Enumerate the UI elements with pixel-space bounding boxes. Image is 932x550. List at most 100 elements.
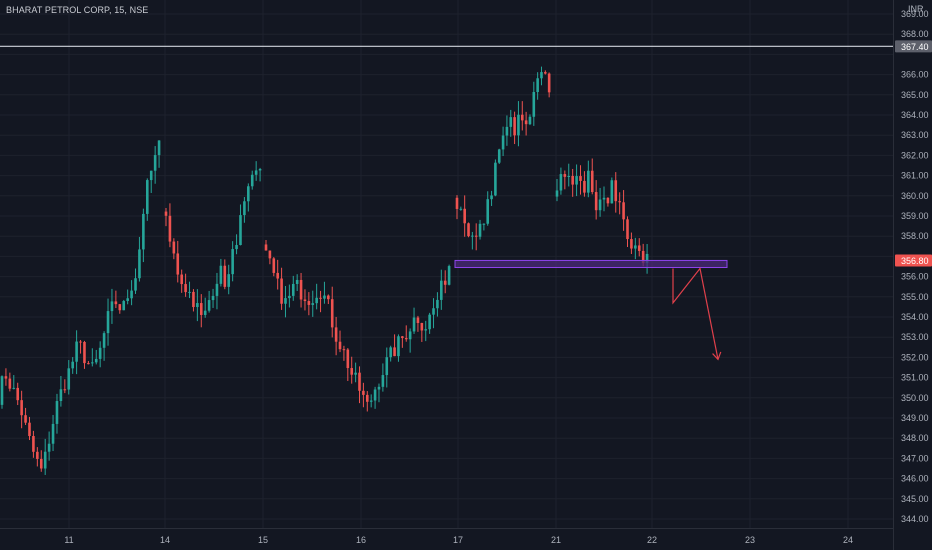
- candle-body: [16, 387, 20, 401]
- candle-body: [79, 341, 82, 343]
- price-axis-label: 347.00: [901, 453, 929, 463]
- candle-body: [555, 190, 559, 197]
- time-axis-label: 22: [647, 535, 657, 545]
- candle-body: [369, 400, 373, 402]
- candle-body: [381, 375, 385, 387]
- candle-body: [637, 245, 641, 251]
- candle-body: [513, 117, 516, 136]
- candle-body: [494, 162, 497, 196]
- price-axis-label: 360.00: [901, 191, 929, 201]
- price-axis-label: 359.00: [901, 211, 929, 221]
- time-axis: 11 14 15 16 17 21 22 23 24: [64, 535, 853, 545]
- candle-body: [440, 280, 443, 300]
- candle-body: [83, 342, 86, 364]
- price-axis-label: 354.00: [901, 312, 929, 322]
- candle-body: [420, 322, 424, 331]
- candle-body: [389, 347, 392, 358]
- candle-body: [303, 299, 307, 302]
- price-axis-label: 348.00: [901, 433, 929, 443]
- candle-body: [482, 223, 486, 225]
- candle-body: [32, 436, 35, 452]
- candle-body: [199, 303, 203, 315]
- candle-body: [594, 192, 598, 211]
- candle-body: [288, 295, 291, 299]
- candle-body: [455, 197, 459, 209]
- candle-body: [602, 197, 606, 200]
- candle-body: [203, 310, 207, 315]
- candle-body: [276, 272, 279, 279]
- candle-body: [145, 180, 149, 214]
- candle-body: [610, 180, 614, 204]
- price-axis-label: 352.00: [901, 352, 929, 362]
- candle-body: [272, 258, 276, 273]
- candle-body: [377, 386, 381, 390]
- reference-price-label: 367.40: [901, 42, 929, 52]
- candle-body: [606, 197, 610, 204]
- candle-body: [98, 347, 102, 359]
- time-axis-label: 23: [745, 535, 755, 545]
- candle-body: [227, 274, 231, 287]
- candle-body: [43, 451, 47, 469]
- price-axis-label: 356.00: [901, 272, 929, 282]
- candle-body: [536, 78, 539, 93]
- candle-body: [559, 174, 563, 191]
- price-axis-label: 350.00: [901, 393, 929, 403]
- reference-price-badge: [895, 40, 932, 53]
- candle-body: [467, 223, 470, 237]
- candle-body: [130, 290, 133, 299]
- candle-body: [520, 114, 524, 121]
- candle-body: [114, 301, 118, 305]
- candle-body: [134, 278, 137, 291]
- candle-body: [75, 341, 78, 362]
- candle-body: [571, 175, 574, 185]
- projected-path-line: [672, 267, 719, 360]
- candle-body: [334, 327, 338, 342]
- candle-body: [474, 235, 478, 237]
- candle-body: [110, 301, 114, 312]
- candle-body: [63, 389, 67, 391]
- candle-body: [408, 331, 412, 340]
- candle-body: [51, 423, 55, 444]
- candle-body: [373, 389, 377, 401]
- candle-body: [142, 213, 145, 250]
- candle-body: [459, 208, 463, 210]
- symbol-title: BHARAT PETROL CORP, 15, NSE: [6, 5, 149, 15]
- price-axis-label: 358.00: [901, 231, 929, 241]
- candle-body: [598, 199, 602, 211]
- price-axis-label: 345.00: [901, 494, 929, 504]
- candle-body: [94, 358, 98, 363]
- candle-body: [311, 303, 315, 305]
- candle-body: [443, 280, 447, 285]
- candle-body: [122, 301, 126, 311]
- candle-body: [365, 394, 369, 402]
- candle-body: [188, 291, 191, 293]
- candle-body: [346, 349, 350, 369]
- price-axis-label: 349.00: [901, 413, 929, 423]
- candle-body: [243, 201, 246, 216]
- candle-body: [330, 299, 334, 328]
- candle-body: [71, 361, 74, 369]
- candle-body: [264, 244, 268, 251]
- candle-body: [583, 180, 586, 193]
- candle-body: [618, 201, 621, 203]
- candle-body: [634, 245, 637, 249]
- candle-body: [404, 338, 408, 340]
- candle-body: [39, 458, 43, 469]
- candle-body: [196, 303, 199, 308]
- candle-body: [645, 253, 649, 263]
- projected-path-arrowhead: [712, 351, 722, 361]
- candle-body: [126, 298, 129, 302]
- candle-body: [4, 376, 8, 379]
- candle-body: [164, 211, 168, 216]
- candle-body: [323, 295, 326, 299]
- candle-body: [547, 73, 551, 93]
- price-axis-label: 361.00: [901, 171, 929, 181]
- candle-body: [579, 176, 582, 181]
- candle-body: [87, 363, 90, 365]
- candle-body: [524, 120, 528, 125]
- price-axis-label: 365.00: [901, 90, 929, 100]
- candle-body: [432, 308, 435, 315]
- time-axis-label: 15: [258, 535, 268, 545]
- candle-body: [486, 199, 490, 224]
